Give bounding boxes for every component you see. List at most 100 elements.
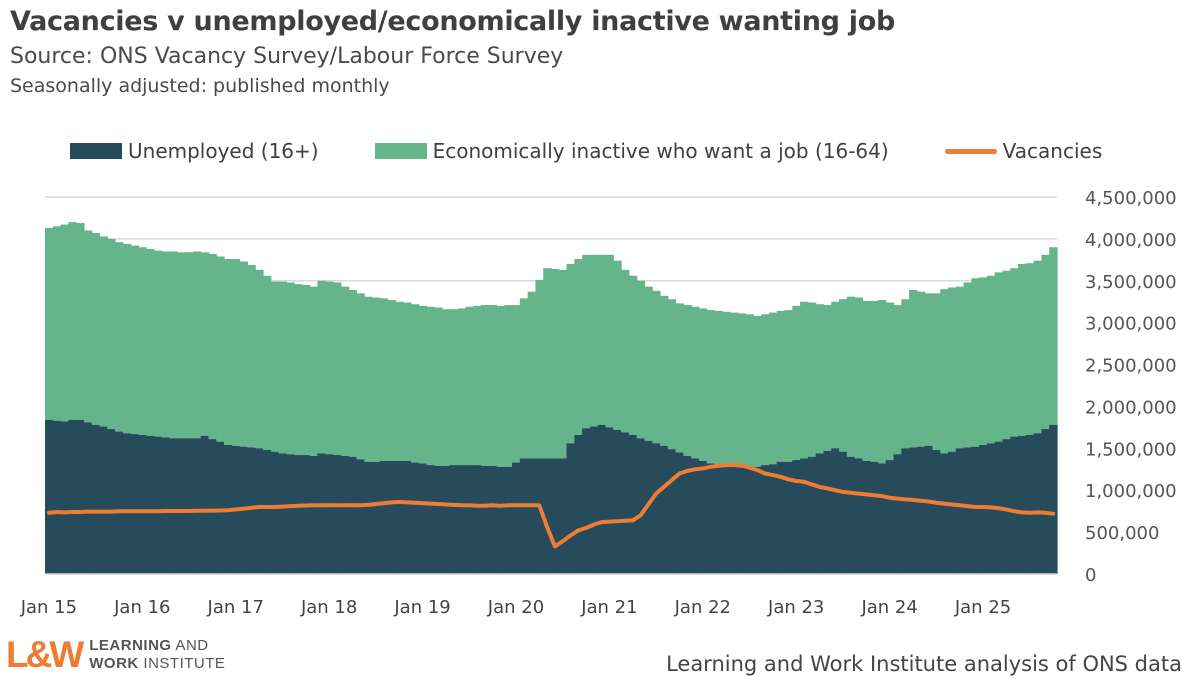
bar-unemployed xyxy=(473,465,482,574)
bar-unemployed xyxy=(45,419,54,574)
bar-unemployed xyxy=(597,424,607,574)
bar-inactive xyxy=(270,281,280,452)
bar-unemployed xyxy=(1010,436,1019,574)
bar-inactive xyxy=(551,269,560,459)
bar-unemployed xyxy=(761,465,770,574)
bar-unemployed xyxy=(76,419,85,574)
bar-unemployed xyxy=(379,460,389,574)
bar-unemployed xyxy=(1049,424,1058,574)
bar-inactive xyxy=(870,300,879,462)
bar-inactive xyxy=(597,254,607,425)
bar-unemployed xyxy=(846,456,856,574)
x-tick-label: Jan 22 xyxy=(674,597,731,618)
bar-inactive xyxy=(862,300,871,461)
y-tick-label: 500,000 xyxy=(1085,523,1159,544)
bar-unemployed xyxy=(169,438,178,574)
bar-inactive xyxy=(317,280,326,454)
bar-inactive xyxy=(924,293,934,446)
x-tick-label: Jan 24 xyxy=(860,597,917,618)
bar-inactive xyxy=(480,305,490,466)
y-tick-label: 3,000,000 xyxy=(1085,314,1177,335)
line-vacancies xyxy=(46,463,1056,549)
bar-inactive xyxy=(691,306,700,459)
bar-inactive xyxy=(994,272,1004,442)
bar-unemployed xyxy=(68,419,77,574)
bar-inactive xyxy=(60,224,69,422)
bar-inactive xyxy=(659,295,669,446)
bar-inactive xyxy=(761,314,770,466)
lw-logo: L&W LEARNING AND WORK INSTITUTE xyxy=(6,634,225,676)
bar-inactive xyxy=(644,286,653,441)
legend-label: Vacancies xyxy=(1002,139,1103,163)
bar-inactive xyxy=(909,289,918,448)
bar-unemployed xyxy=(831,448,840,574)
bar-unemployed xyxy=(1018,435,1027,574)
bar-unemployed xyxy=(901,448,910,574)
bar-unemployed xyxy=(1002,439,1011,574)
bar-inactive xyxy=(512,305,521,463)
bar-inactive xyxy=(52,226,62,421)
bar-inactive xyxy=(877,300,887,464)
y-tick-label: 4,000,000 xyxy=(1085,230,1177,251)
bar-inactive xyxy=(91,233,101,425)
bar-unemployed xyxy=(1025,434,1035,574)
bar-unemployed xyxy=(403,460,412,574)
bar-inactive xyxy=(831,301,840,449)
bar-unemployed xyxy=(255,448,264,574)
bar-unemployed xyxy=(60,421,69,574)
bar-unemployed xyxy=(714,465,723,574)
bar-unemployed xyxy=(356,459,365,574)
bar-inactive xyxy=(1018,264,1027,436)
bar-inactive xyxy=(636,280,646,439)
bar-unemployed xyxy=(442,465,451,574)
bar-unemployed xyxy=(340,455,350,574)
bar-unemployed xyxy=(333,455,342,574)
bar-inactive xyxy=(442,309,451,466)
x-tick-label: Jan 21 xyxy=(580,597,637,618)
bar-unemployed xyxy=(659,445,669,574)
source-note: Learning and Work Institute analysis of … xyxy=(666,652,1182,676)
bar-inactive xyxy=(768,312,778,465)
bar-inactive xyxy=(434,307,443,466)
bar-inactive xyxy=(776,310,786,462)
bar-inactive xyxy=(99,236,108,427)
y-tick-label: 1,000,000 xyxy=(1085,481,1177,502)
bar-inactive xyxy=(675,303,684,453)
bar-unemployed xyxy=(948,451,957,574)
bar-inactive xyxy=(138,247,147,435)
bar-inactive xyxy=(208,253,217,440)
bar-inactive xyxy=(916,291,926,447)
bar-inactive xyxy=(963,282,972,448)
bar-unemployed xyxy=(301,455,311,574)
bar-inactive xyxy=(800,301,809,459)
bar-unemployed xyxy=(161,437,171,574)
bar-inactive xyxy=(893,305,902,455)
bar-inactive xyxy=(200,252,210,436)
bar-unemployed xyxy=(434,465,443,574)
bar-inactive xyxy=(753,315,762,467)
bar-inactive xyxy=(379,298,389,461)
bar-inactive xyxy=(122,243,132,434)
bar-unemployed xyxy=(208,439,217,574)
bar-inactive xyxy=(418,305,428,464)
bar-unemployed xyxy=(768,464,778,574)
bar-inactive xyxy=(722,311,731,466)
bar-inactive xyxy=(410,304,420,463)
bar-unemployed xyxy=(722,465,731,574)
bar-unemployed xyxy=(247,447,256,574)
bar-unemployed xyxy=(153,436,163,574)
bar-unemployed xyxy=(815,453,825,574)
bar-inactive xyxy=(465,306,474,466)
x-tick-label: Jan 20 xyxy=(487,597,544,618)
bar-inactive xyxy=(340,286,350,456)
bar-unemployed xyxy=(940,453,949,574)
chart-title: Vacancies v unemployed/economically inac… xyxy=(10,6,896,37)
bar-inactive xyxy=(885,302,895,461)
bar-unemployed xyxy=(99,426,108,574)
bar-inactive xyxy=(605,254,614,428)
bar-inactive xyxy=(161,251,171,438)
bar-inactive xyxy=(153,250,163,437)
bar-unemployed xyxy=(410,462,420,574)
bar-unemployed xyxy=(1041,429,1050,574)
y-tick-label: 3,500,000 xyxy=(1085,272,1177,293)
